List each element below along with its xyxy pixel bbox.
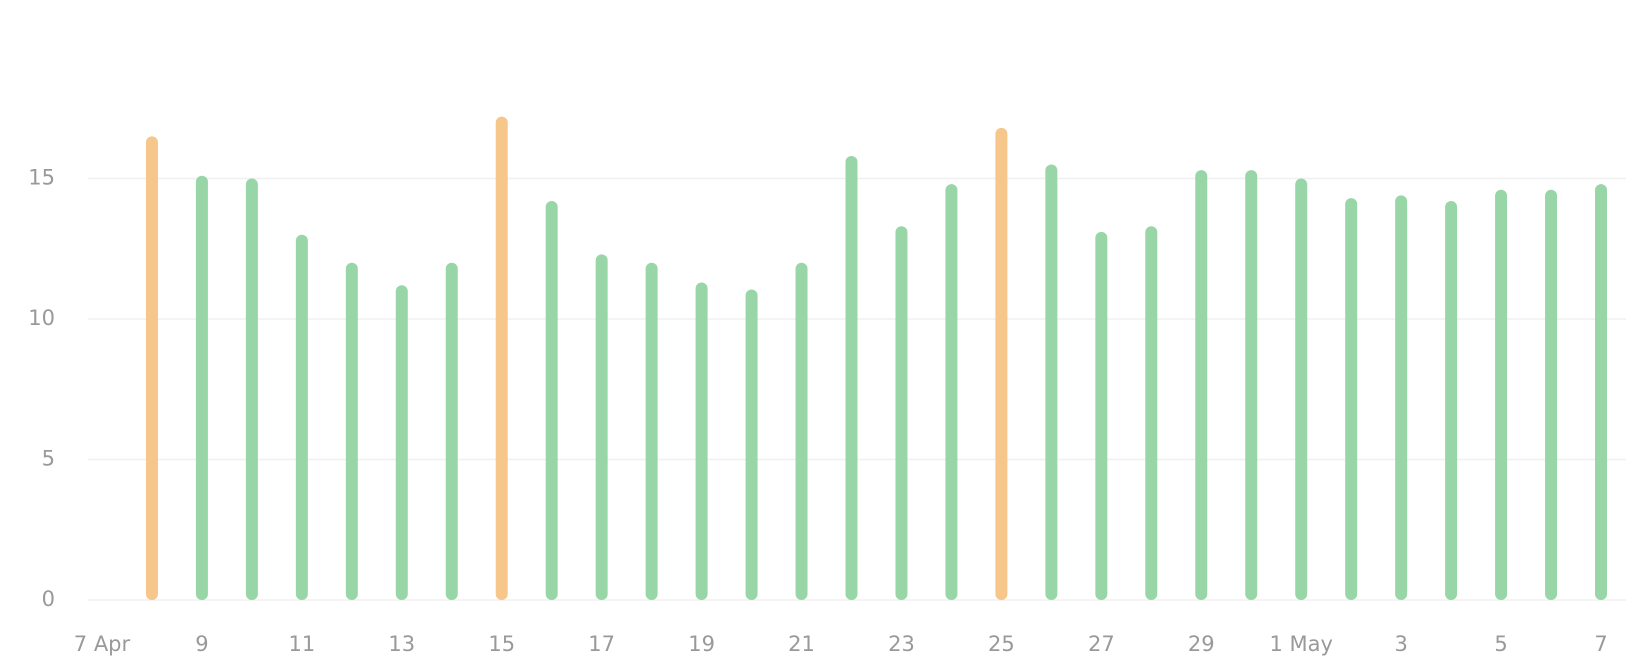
bar	[1245, 170, 1258, 600]
bar	[895, 226, 908, 600]
bar	[745, 289, 758, 600]
x-tick-label: 29	[1188, 632, 1215, 656]
y-tick-label: 10	[28, 306, 55, 330]
x-tick-label: 3	[1394, 632, 1407, 656]
bar	[845, 156, 858, 600]
x-tick-label: 1 May	[1269, 632, 1332, 656]
y-tick-label: 5	[42, 447, 55, 471]
bar	[795, 262, 808, 600]
bar	[1195, 170, 1208, 600]
x-tick-label: 5	[1494, 632, 1507, 656]
bar	[145, 136, 158, 600]
bar	[695, 282, 708, 600]
x-tick-label: 7	[1594, 632, 1607, 656]
x-tick-label: 27	[1088, 632, 1115, 656]
bar	[595, 254, 608, 600]
bar	[1095, 231, 1108, 600]
y-tick-label: 15	[28, 166, 55, 190]
bar	[195, 175, 208, 600]
bar	[945, 184, 958, 600]
x-tick-label: 23	[888, 632, 915, 656]
x-tick-label: 25	[988, 632, 1015, 656]
bar	[545, 200, 558, 601]
x-tick-label: 19	[688, 632, 715, 656]
bar	[1145, 226, 1158, 600]
x-tick-label: 11	[288, 632, 315, 656]
x-tick-label: 21	[788, 632, 815, 656]
bar	[295, 234, 308, 600]
bar	[995, 127, 1008, 601]
bar	[1545, 189, 1558, 601]
bar	[395, 285, 408, 600]
bar	[245, 178, 258, 600]
bar	[495, 116, 508, 601]
x-tick-label: 17	[588, 632, 615, 656]
bar	[445, 262, 458, 600]
x-tick-label: 13	[388, 632, 415, 656]
bar	[1045, 164, 1058, 600]
bar	[1595, 184, 1608, 600]
bar	[1395, 195, 1408, 601]
bar	[1495, 189, 1508, 601]
bar	[1445, 200, 1458, 601]
x-tick-label: 9	[195, 632, 208, 656]
bar	[345, 262, 358, 600]
x-tick-label: 15	[488, 632, 515, 656]
bar	[1295, 178, 1308, 600]
bar	[645, 262, 658, 600]
bar	[1345, 198, 1358, 601]
x-tick-label: 7 Apr	[74, 632, 131, 656]
y-tick-label: 0	[42, 587, 55, 611]
